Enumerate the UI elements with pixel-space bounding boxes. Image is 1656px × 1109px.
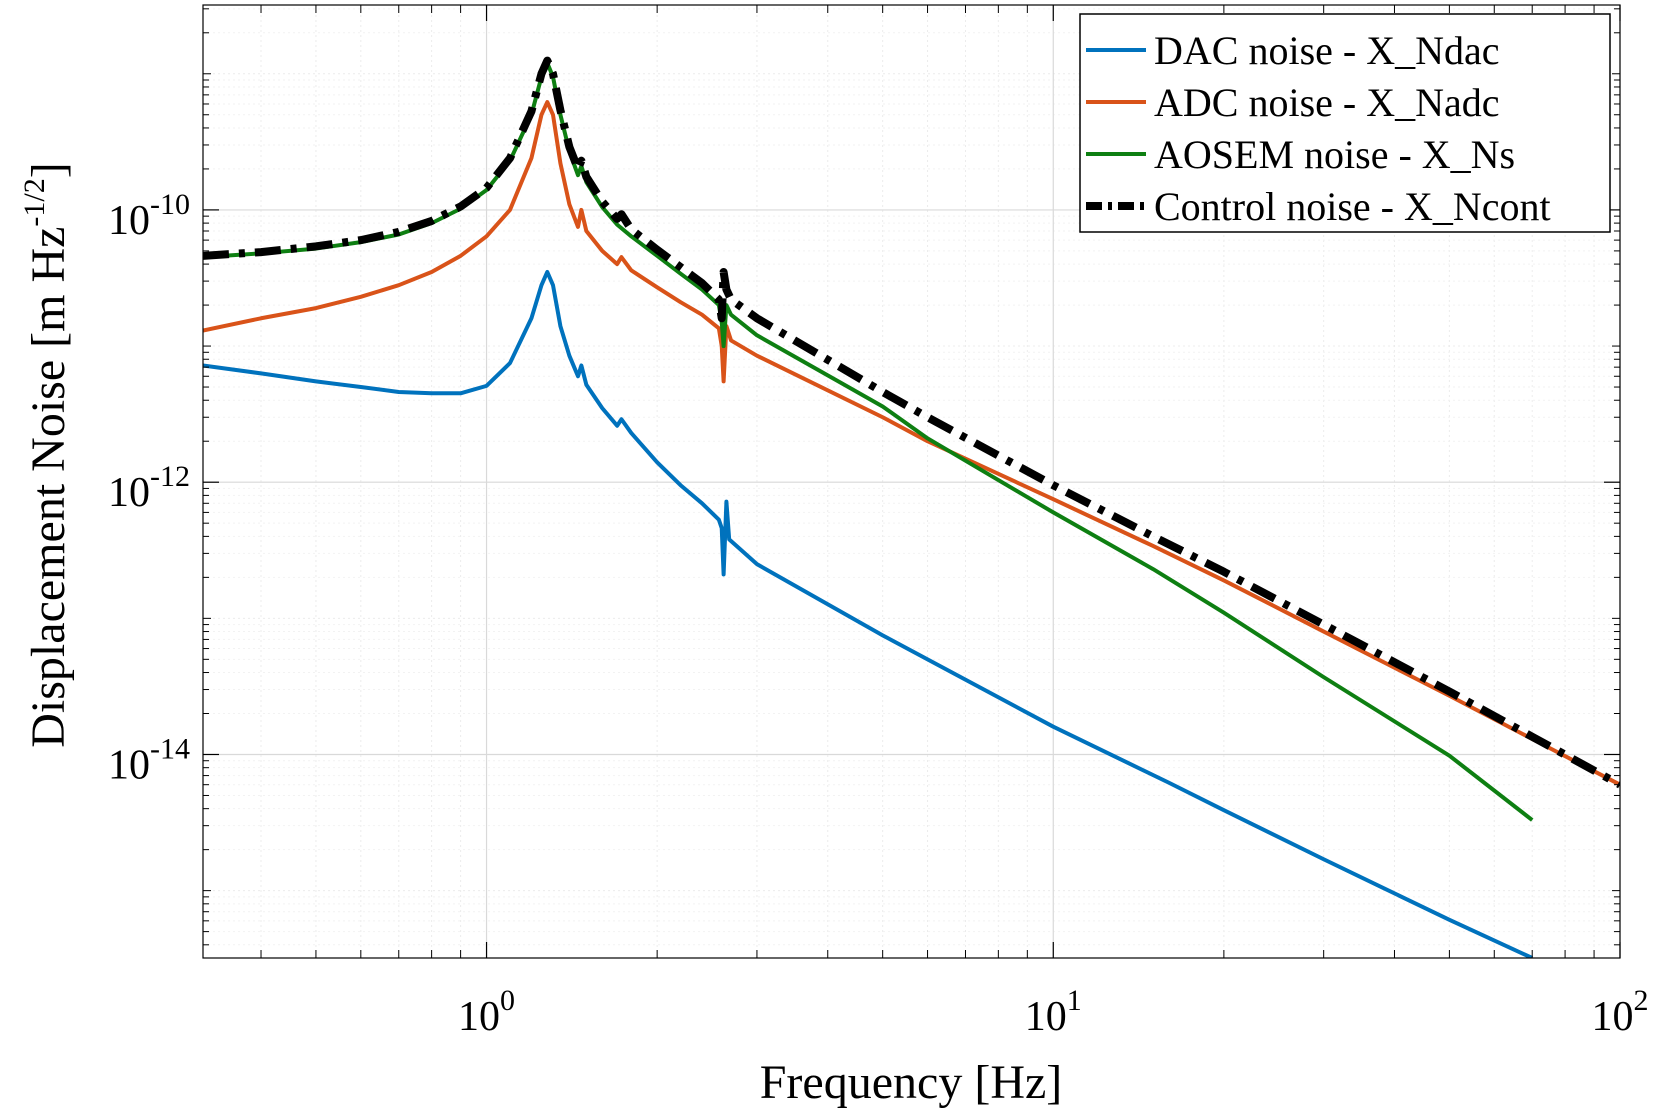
series-layer	[203, 56, 1620, 958]
x-tick-base: 10	[1025, 994, 1067, 1040]
x-axis-label: Frequency [Hz]	[760, 1056, 1063, 1109]
x-tick-exponent: 2	[1634, 984, 1649, 1017]
y-axis-label-suffix: ]	[22, 162, 75, 178]
y-tick-exponent: -10	[150, 188, 190, 221]
plot-area-frame	[202, 4, 1621, 959]
legend-label: DAC noise - X_Ndac	[1154, 28, 1500, 73]
series-line-dac-noise-x-ndac	[203, 269, 1534, 958]
x-tick-exponent: 1	[1067, 984, 1082, 1017]
series-line-adc-noise-x-nadc	[203, 100, 1620, 787]
series-line-control-noise-x-ncont	[203, 56, 1620, 789]
y-tick-exponent: -14	[150, 732, 190, 765]
x-tick-label: 100	[458, 984, 515, 1040]
legend: DAC noise - X_Ndac ADC noise - X_Nadc AOSE…	[1079, 13, 1611, 233]
x-tick-exponent: 0	[500, 984, 515, 1017]
series-group	[203, 56, 1620, 958]
y-tick-label: 10-14	[108, 732, 190, 788]
legend-box	[1079, 13, 1611, 233]
x-tick-base: 10	[458, 994, 500, 1040]
y-axis-label-exponent: -1/2	[18, 178, 51, 226]
y-tick-base: 10	[108, 470, 150, 516]
x-tick-label: 101	[1025, 984, 1082, 1040]
x-tick-base: 10	[1592, 994, 1634, 1040]
y-tick-label: 10-12	[108, 460, 190, 516]
tick-marks	[203, 5, 1621, 958]
legend-label: Control noise - X_Ncont	[1154, 184, 1551, 229]
y-tick-base: 10	[108, 198, 150, 244]
y-tick-label: 10-10	[108, 188, 190, 244]
x-tick-label: 102	[1592, 984, 1649, 1040]
y-axis-label: Displacement Noise [m Hz-1/2]	[18, 162, 75, 748]
legend-label: AOSEM noise - X_Ns	[1154, 132, 1515, 177]
legend-label: ADC noise - X_Nadc	[1154, 80, 1500, 125]
y-tick-exponent: -12	[150, 460, 190, 493]
y-axis-label-main: Displacement Noise [m Hz	[22, 227, 75, 748]
y-tick-base: 10	[108, 742, 150, 788]
